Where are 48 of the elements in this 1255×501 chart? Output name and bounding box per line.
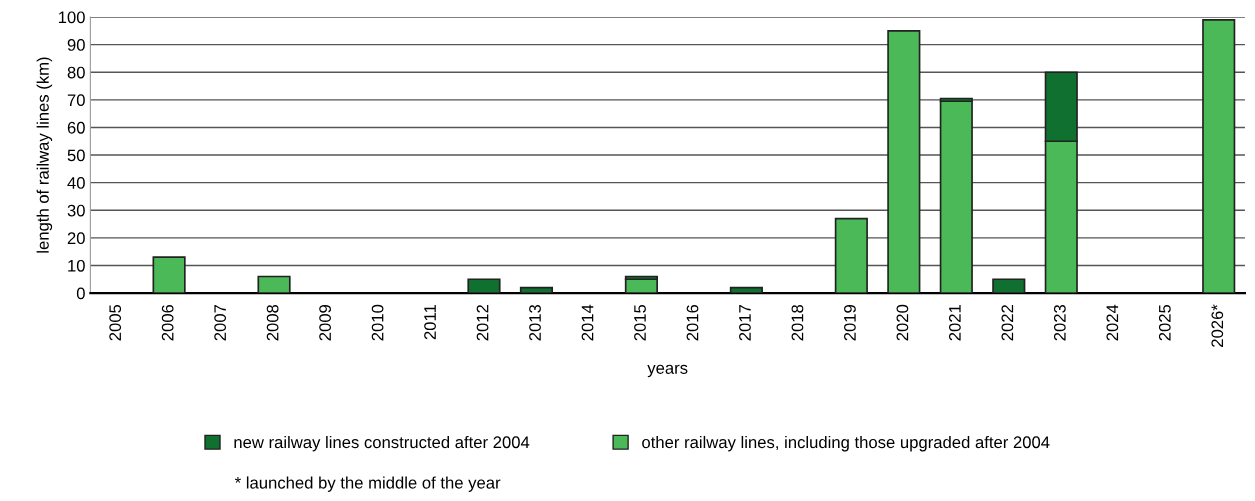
- text: * launched by the middle of the year: [234, 476, 501, 492]
- y-tick-label: 80: [67, 66, 85, 79]
- y-tick-label: 90: [67, 39, 85, 51]
- bar: [992, 278, 1026, 294]
- x-tick-label: 2022: [1001, 305, 1014, 341]
- x-tick-label: 2024: [1106, 304, 1119, 341]
- bar: [834, 217, 868, 294]
- y-tick-label: 10: [68, 259, 85, 272]
- legend-label: new railway lines constructed after 2004: [234, 435, 530, 452]
- bar: [257, 275, 291, 294]
- x-tick-label: 2020: [896, 304, 909, 341]
- y-tick-label: 50: [67, 149, 85, 162]
- x-axis-title: years: [647, 364, 688, 378]
- y-tick-label: 0: [76, 287, 85, 300]
- x-tick-label: 2016: [686, 304, 699, 341]
- x-tick-label: 2023: [1053, 304, 1066, 341]
- bar: [467, 278, 501, 294]
- y-tick-label: 20: [67, 232, 85, 245]
- x-tick-label: 2007: [214, 305, 227, 341]
- y-tick-label: 40: [67, 177, 85, 189]
- x-tick-label: 2018: [791, 304, 804, 341]
- x-tick-label: 2013: [529, 304, 541, 341]
- bar: [152, 256, 186, 294]
- x-tick-label: 2009: [319, 304, 331, 341]
- bar: [939, 100, 973, 294]
- x-tick-label: 2012: [476, 305, 489, 341]
- x-tick-label: 2021: [948, 305, 961, 341]
- x-tick-label: 2026*: [1211, 304, 1224, 347]
- y-tick-label: 70: [67, 94, 85, 107]
- x-tick-label: 2011: [424, 305, 436, 340]
- x-tick-label: 2010: [371, 304, 384, 341]
- legend-label: other railway lines, including those upgraded after 2004: [642, 435, 1050, 452]
- bar: [887, 30, 921, 294]
- y-tick-label: 30: [67, 204, 85, 217]
- x-tick-label: 2017: [739, 305, 751, 341]
- y-tick-label: 60: [67, 121, 85, 134]
- bar: [1202, 18, 1236, 294]
- bar: [519, 286, 554, 294]
- x-tick-label: 2015: [634, 304, 646, 341]
- x-tick-label: 2019: [844, 304, 856, 341]
- x-tick-label: 2006: [161, 304, 174, 341]
- bar: [729, 286, 763, 294]
- y-tick-label: 100: [58, 11, 85, 24]
- x-tick-label: 2008: [266, 304, 279, 341]
- x-tick-label: 2025: [1158, 304, 1171, 341]
- y-axis-title: length of railway lines (km): [36, 57, 53, 253]
- x-tick-label: 2005: [109, 304, 122, 341]
- x-tick-label: 2014: [581, 304, 594, 341]
